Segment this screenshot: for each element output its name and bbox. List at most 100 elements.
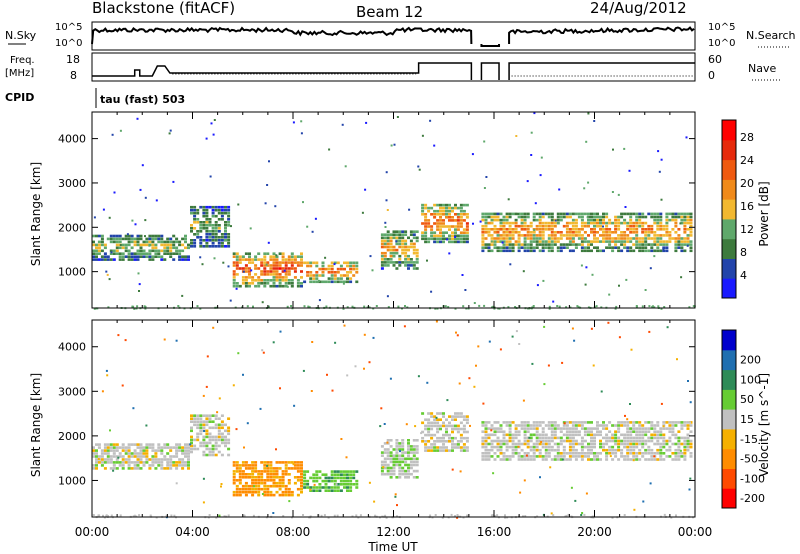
heatmap-cell [284, 279, 288, 282]
heatmap-cell [269, 464, 273, 467]
heatmap-cell [254, 267, 258, 270]
heatmap-cell [465, 222, 469, 225]
noise-cell [385, 199, 388, 202]
heatmap-cell [281, 258, 285, 261]
heatmap-cell [623, 455, 627, 458]
heatmap-cell [293, 476, 297, 479]
heatmap-cell [124, 234, 128, 238]
heatmap-cell [95, 455, 98, 458]
ground-cell [385, 516, 388, 519]
noise-cell [414, 425, 417, 428]
heatmap-cell [142, 255, 146, 258]
noise-cell [420, 432, 423, 435]
heatmap-cell [583, 445, 587, 449]
heatmap-cell [559, 452, 563, 455]
heatmap-cell [544, 448, 548, 452]
heatmap-cell [95, 458, 98, 461]
heatmap-cell [671, 442, 675, 446]
heatmap-cell [199, 417, 203, 420]
heatmap-cell [139, 249, 143, 253]
heatmap-cell [680, 455, 684, 458]
heatmap-cell [523, 228, 527, 231]
heatmap-cell [333, 486, 337, 489]
heatmap-cell [235, 261, 239, 264]
heatmap-cell [535, 243, 539, 246]
heatmap-cell [436, 430, 440, 434]
heatmap-cell [187, 243, 190, 247]
heatmap-cell [496, 218, 500, 222]
heatmap-cell [617, 249, 621, 253]
heatmap-cell [599, 240, 602, 243]
heatmap-cell [608, 237, 612, 240]
heatmap-cell [683, 445, 687, 449]
heatmap-cell [202, 423, 206, 427]
heatmap-cell [427, 424, 431, 428]
heatmap-cell [346, 483, 349, 486]
heatmap-cell [433, 240, 437, 244]
heatmap-cell [336, 280, 340, 284]
heatmap-cell [220, 208, 224, 212]
heatmap-cell [493, 224, 497, 228]
heatmap-cell [535, 421, 539, 424]
heatmap-cell [644, 228, 648, 231]
heatmap-cell [251, 484, 255, 488]
heatmap-cell [383, 258, 387, 261]
ground-cell [514, 306, 517, 308]
heatmap-cell [451, 446, 454, 449]
heatmap-cell [677, 448, 681, 452]
heatmap-cell [659, 215, 663, 219]
heatmap-cell [241, 255, 245, 258]
heatmap-cell [587, 448, 590, 452]
heatmap-cell [281, 255, 285, 258]
nave-series [172, 73, 695, 77]
heatmap-cell [184, 449, 187, 452]
heatmap-cell [490, 237, 494, 240]
heatmap-cell [680, 240, 684, 243]
heatmap-cell [190, 450, 193, 454]
heatmap-cell [611, 448, 615, 452]
heatmap-cell [380, 251, 384, 255]
heatmap-cell [514, 436, 518, 440]
heatmap-cell [217, 435, 221, 439]
heatmap-cell [526, 228, 530, 231]
heatmap-cell [112, 234, 116, 238]
heatmap-cell [312, 277, 316, 280]
heatmap-cell [448, 228, 451, 231]
heatmap-cell [303, 476, 307, 480]
heatmap-cell [674, 433, 678, 437]
heatmap-cell [395, 460, 399, 464]
heatmap-cell [287, 467, 291, 470]
heatmap-cell [151, 461, 155, 464]
heatmap-cell [139, 452, 143, 455]
noise-cell [119, 129, 122, 132]
heatmap-cell [481, 246, 485, 249]
heatmap-cell [439, 440, 442, 443]
heatmap-cell [559, 455, 563, 458]
heatmap-cell [272, 476, 276, 479]
heatmap-cell [490, 433, 494, 437]
heatmap-cell [496, 430, 500, 433]
heatmap-cell [106, 461, 110, 464]
heatmap-cell [517, 430, 521, 433]
heatmap-cell [571, 448, 575, 452]
heatmap-cell [199, 242, 203, 245]
noise-cell [110, 251, 113, 254]
ground-cell [478, 304, 481, 307]
heatmap-cell [220, 233, 224, 236]
heatmap-cell [214, 447, 218, 451]
heatmap-cell [599, 234, 602, 237]
heatmap-cell [272, 470, 276, 473]
heatmap-cell [508, 221, 512, 225]
heatmap-cell [142, 449, 146, 452]
heatmap-cell [638, 442, 642, 446]
heatmap-cell [266, 252, 270, 255]
heatmap-cell [577, 243, 581, 246]
heatmap-cell [659, 224, 663, 228]
heatmap-cell [272, 264, 276, 267]
heatmap-cell [254, 470, 258, 473]
heatmap-cell [686, 237, 690, 240]
heatmap-cell [659, 452, 663, 455]
heatmap-cell [127, 461, 131, 464]
heatmap-cell [315, 274, 319, 277]
heatmap-cell [496, 246, 500, 249]
